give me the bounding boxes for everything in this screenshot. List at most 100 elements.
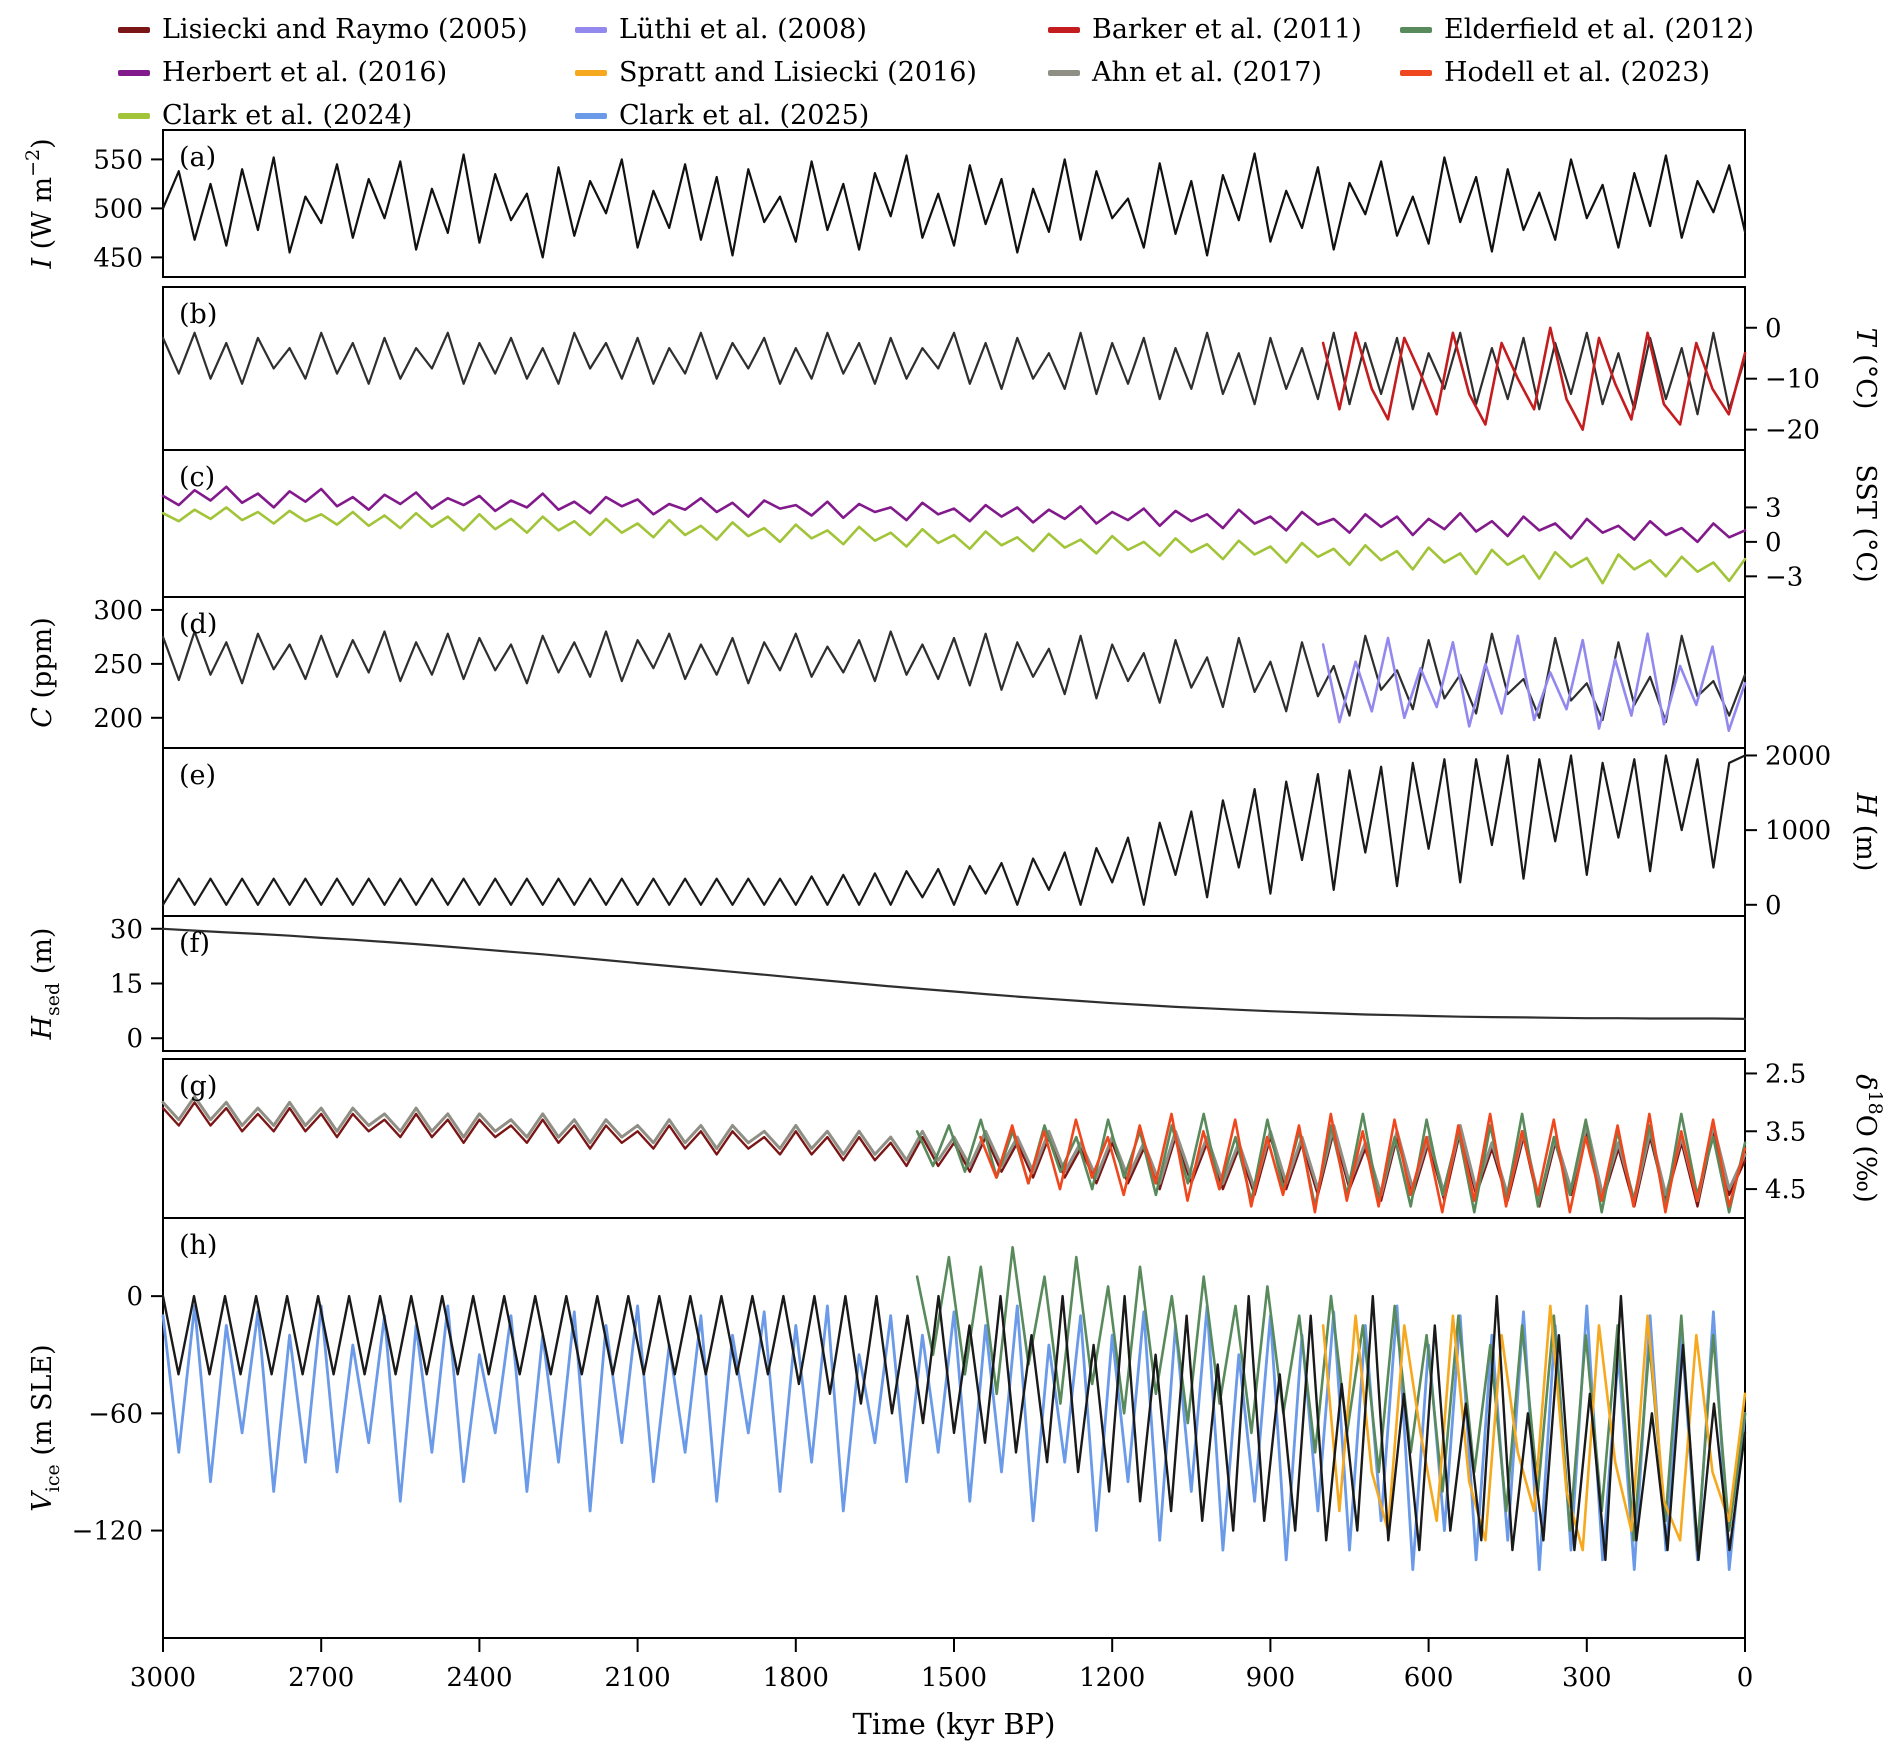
legend-item-4: Herbert et al. (2016) (118, 57, 447, 88)
legend-item-6: Ahn et al. (2017) (1048, 57, 1322, 88)
series-barker-2011 (1321, 326, 1747, 431)
legend-item-3: Elderfield et al. (2012) (1400, 14, 1754, 45)
legend-swatch (575, 26, 607, 33)
xtick-label: 300 (1562, 1663, 1612, 1693)
legend-label: Elderfield et al. (2012) (1444, 14, 1755, 45)
series-spratt-lisiecki-2016 (1321, 1304, 1747, 1552)
x-axis-label: Time (kyr BP) (853, 1707, 1056, 1741)
legend-swatch (1048, 69, 1080, 76)
panel-b-letter: (b) (179, 299, 217, 330)
series-sediment-thickness-model (161, 927, 1747, 1021)
xtick-label: 1800 (763, 1663, 829, 1693)
panel-e-frame (162, 747, 1746, 917)
legend-item-5: Spratt and Lisiecki (2016) (575, 57, 977, 88)
series-ice-volume-model (161, 1294, 1747, 1562)
panel-c-ylabel: SST (°C) (1850, 464, 1881, 582)
legend-swatch (118, 69, 150, 76)
legend-item-2: Barker et al. (2011) (1048, 14, 1362, 45)
panel-g-letter: (g) (179, 1071, 217, 1102)
ytick-label: 200 (93, 704, 143, 734)
panel-e-letter: (e) (179, 760, 216, 791)
ytick-label: 2000 (1765, 741, 1831, 771)
legend-label: Clark et al. (2024) (162, 100, 413, 131)
xtick-label: 1200 (1079, 1663, 1145, 1693)
legend-label: Ahn et al. (2017) (1092, 57, 1322, 88)
ytick-label: 500 (93, 194, 143, 224)
panel-c-letter: (c) (179, 462, 215, 493)
legend-label: Herbert et al. (2016) (162, 57, 448, 88)
panel-h-letter: (h) (179, 1230, 217, 1261)
legend-swatch (575, 112, 607, 119)
series-ice-thickness-model (161, 754, 1747, 906)
legend-item-7: Hodell et al. (2023) (1400, 57, 1710, 88)
xtick-label: 600 (1404, 1663, 1454, 1693)
series-elderfield-2012-vice (915, 1246, 1747, 1552)
ytick-label: 0 (126, 1282, 143, 1312)
series-luthi-2008 (1321, 632, 1747, 733)
xtick-label: 2400 (446, 1663, 512, 1693)
panel-e-ylabel: H (m) (1850, 792, 1881, 872)
series-temperature-model (161, 331, 1747, 416)
legend-swatch (575, 69, 607, 76)
legend-label: Lisiecki and Raymo (2005) (162, 14, 528, 45)
legend-label: Hodell et al. (2023) (1444, 57, 1711, 88)
series-elderfield-2012-d18o (915, 1112, 1747, 1214)
ytick-label: 300 (93, 596, 143, 626)
legend-swatch (1400, 26, 1432, 33)
ytick-label: −120 (72, 1517, 143, 1547)
panel-f-ylabel: Hsed (m) (27, 928, 64, 1041)
xtick-label: 900 (1246, 1663, 1296, 1693)
legend-label: Barker et al. (2011) (1092, 14, 1362, 45)
panel-a-ylabel: I (W m−2) (22, 138, 58, 269)
panel-c-frame (162, 449, 1746, 598)
panel-d-letter: (d) (179, 609, 217, 640)
ytick-label: 15 (110, 970, 143, 1000)
legend-label: Spratt and Lisiecki (2016) (619, 57, 977, 88)
ytick-label: 0 (1765, 314, 1782, 344)
xtick-label: 3000 (130, 1663, 196, 1693)
ytick-label: 3.5 (1765, 1117, 1806, 1147)
legend-swatch (1048, 26, 1080, 33)
legend-item-8: Clark et al. (2024) (118, 100, 412, 131)
ytick-label: 1000 (1765, 816, 1831, 846)
panel-g-ylabel: δ18O (‰) (1850, 1074, 1886, 1202)
panel-d-frame (162, 596, 1746, 749)
panel-b-ylabel: T (°C) (1850, 328, 1881, 410)
ytick-label: 30 (110, 915, 143, 945)
series-co2-model (161, 630, 1747, 724)
legend-swatch (118, 112, 150, 119)
series-hodell-2023 (979, 1112, 1747, 1214)
ytick-label: 550 (93, 145, 143, 175)
ytick-label: −10 (1765, 365, 1820, 395)
panel-a-letter: (a) (179, 142, 216, 173)
series-insolation-model (161, 152, 1747, 259)
ytick-label: 0 (1765, 891, 1782, 921)
series-clark-2025 (161, 1304, 1747, 1571)
xtick-label: 1500 (921, 1663, 987, 1693)
panel-b-frame (162, 286, 1746, 451)
series-ahn-2017 (161, 1095, 1747, 1203)
legend-swatch (118, 26, 150, 33)
legend-item-9: Clark et al. (2025) (575, 100, 869, 131)
ytick-label: −60 (88, 1399, 143, 1429)
ytick-label: −20 (1765, 416, 1820, 446)
legend-item-1: Lüthi et al. (2008) (575, 14, 867, 45)
ytick-label: 4.5 (1765, 1175, 1806, 1205)
legend-label: Lüthi et al. (2008) (619, 14, 867, 45)
panel-f-letter: (f) (179, 928, 210, 959)
ytick-label: 0 (126, 1024, 143, 1054)
xtick-label: 0 (1737, 1663, 1754, 1693)
ytick-label: 3 (1765, 493, 1782, 523)
panel-h-ylabel: Vice (m SLE) (27, 1344, 64, 1511)
xtick-label: 2100 (605, 1663, 671, 1693)
ytick-label: 2.5 (1765, 1059, 1806, 1089)
panel-d-ylabel: C (ppm) (27, 617, 58, 728)
ytick-label: 0 (1765, 528, 1782, 558)
legend-swatch (1400, 69, 1432, 76)
panel-f-frame (162, 915, 1746, 1052)
ytick-label: 450 (93, 243, 143, 273)
ytick-label: −3 (1765, 562, 1803, 592)
legend-item-0: Lisiecki and Raymo (2005) (118, 14, 528, 45)
